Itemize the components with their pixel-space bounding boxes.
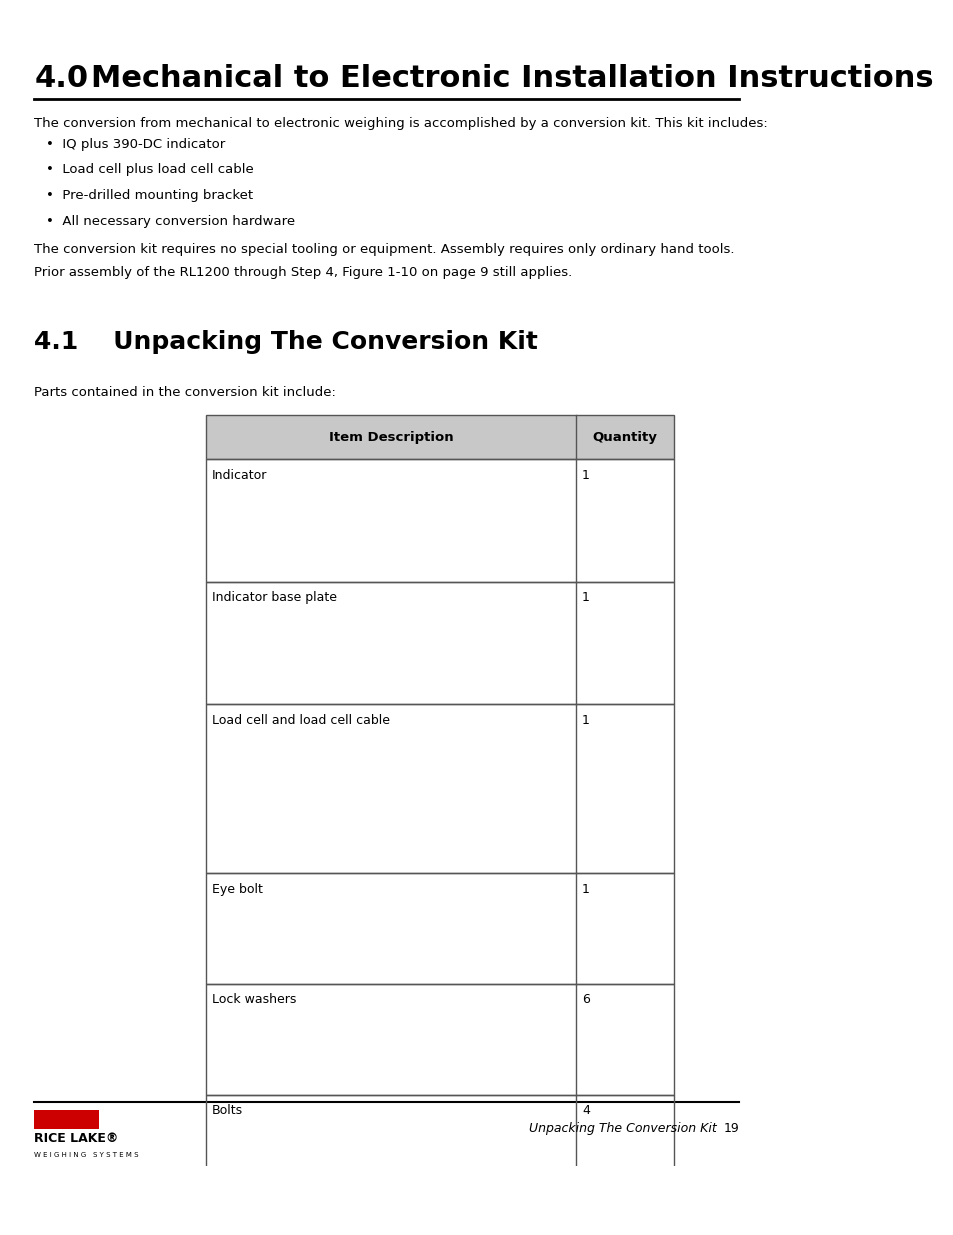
Text: 1: 1 (581, 714, 589, 726)
Bar (206, 704, 674, 873)
Text: Mechanical to Electronic Installation Instructions: Mechanical to Electronic Installation In… (91, 64, 933, 93)
Bar (206, 582, 674, 704)
Text: 4: 4 (581, 1104, 589, 1118)
Text: •  Load cell plus load cell cable: • Load cell plus load cell cable (46, 163, 253, 177)
Text: Bolts: Bolts (212, 1104, 243, 1118)
Text: The conversion kit requires no special tooling or equipment. Assembly requires o: The conversion kit requires no special t… (34, 242, 734, 256)
Text: 4.1    Unpacking The Conversion Kit: 4.1 Unpacking The Conversion Kit (34, 330, 537, 354)
Bar (206, 459, 674, 582)
Text: Unpacking The Conversion Kit: Unpacking The Conversion Kit (528, 1121, 716, 1135)
Text: Quantity: Quantity (592, 431, 657, 443)
Text: W E I G H I N G   S Y S T E M S: W E I G H I N G S Y S T E M S (34, 1152, 138, 1158)
Text: •  All necessary conversion hardware: • All necessary conversion hardware (46, 215, 294, 227)
Bar (206, 582, 674, 704)
Text: 1: 1 (581, 592, 589, 604)
Text: Prior assembly of the RL1200 through Step 4, Figure 1-10 on page 9 still applies: Prior assembly of the RL1200 through Ste… (34, 266, 572, 279)
Text: 6: 6 (581, 993, 589, 1007)
Text: 4.0: 4.0 (34, 64, 89, 93)
Text: Indicator: Indicator (212, 469, 267, 482)
Bar (206, 873, 674, 984)
Text: 1: 1 (581, 883, 589, 895)
Text: Lock washers: Lock washers (212, 993, 295, 1007)
Text: 19: 19 (722, 1121, 739, 1135)
Bar (34, 1110, 99, 1129)
Text: Item Description: Item Description (328, 431, 453, 443)
Bar (206, 415, 674, 459)
Text: Load cell and load cell cable: Load cell and load cell cable (212, 714, 390, 726)
Bar (206, 1094, 674, 1212)
Text: The conversion from mechanical to electronic weighing is accomplished by a conve: The conversion from mechanical to electr… (34, 116, 767, 130)
Bar (206, 459, 674, 582)
Bar (206, 984, 674, 1094)
Bar (206, 873, 674, 984)
Bar (206, 1094, 674, 1212)
Text: Parts contained in the conversion kit include:: Parts contained in the conversion kit in… (34, 385, 335, 399)
Text: Eye bolt: Eye bolt (212, 883, 262, 895)
Text: •  IQ plus 390-DC indicator: • IQ plus 390-DC indicator (46, 137, 225, 151)
Text: •  Pre-drilled mounting bracket: • Pre-drilled mounting bracket (46, 189, 253, 201)
Bar (206, 704, 674, 873)
Text: Indicator base plate: Indicator base plate (212, 592, 336, 604)
Bar (206, 415, 674, 459)
Text: RICE LAKE®: RICE LAKE® (34, 1132, 118, 1145)
Text: 1: 1 (581, 469, 589, 482)
Bar (206, 984, 674, 1094)
